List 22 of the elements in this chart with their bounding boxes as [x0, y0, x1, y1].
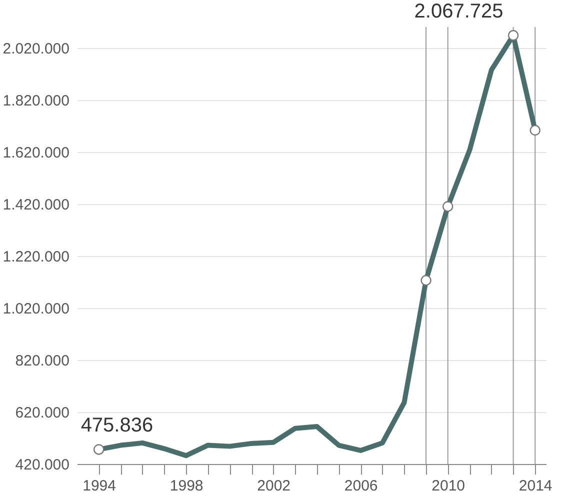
y-tick-label: 1.820.000 — [2, 92, 70, 110]
y-tick-label: 1.620.000 — [2, 144, 70, 162]
x-tick-label: 2014 — [518, 478, 552, 494]
y-tick-label: 620.000 — [15, 404, 70, 422]
point — [530, 124, 540, 136]
y-tick-label: 420.000 — [15, 456, 70, 474]
y-tick-label: 1.420.000 — [2, 196, 70, 214]
y-tick-label: 1.020.000 — [2, 300, 70, 318]
point — [442, 201, 454, 212]
y-tick-label: 2.020.000 — [2, 40, 70, 58]
x-tick-label: 1998 — [170, 478, 204, 494]
point — [508, 30, 519, 41]
annotation: 2.067.725 — [414, 0, 504, 22]
annotation: 475.836 — [80, 414, 154, 436]
x-tick-label: 2002 — [257, 478, 291, 494]
x-tick-label: 2006 — [344, 478, 378, 494]
x-tick-label: 1994 — [82, 478, 116, 494]
point — [420, 275, 432, 286]
x-tick-label: 2010 — [432, 478, 466, 494]
point — [93, 444, 104, 455]
y-tick-label: 1.220.000 — [2, 248, 70, 266]
y-tick-label: 820.000 — [15, 352, 70, 370]
